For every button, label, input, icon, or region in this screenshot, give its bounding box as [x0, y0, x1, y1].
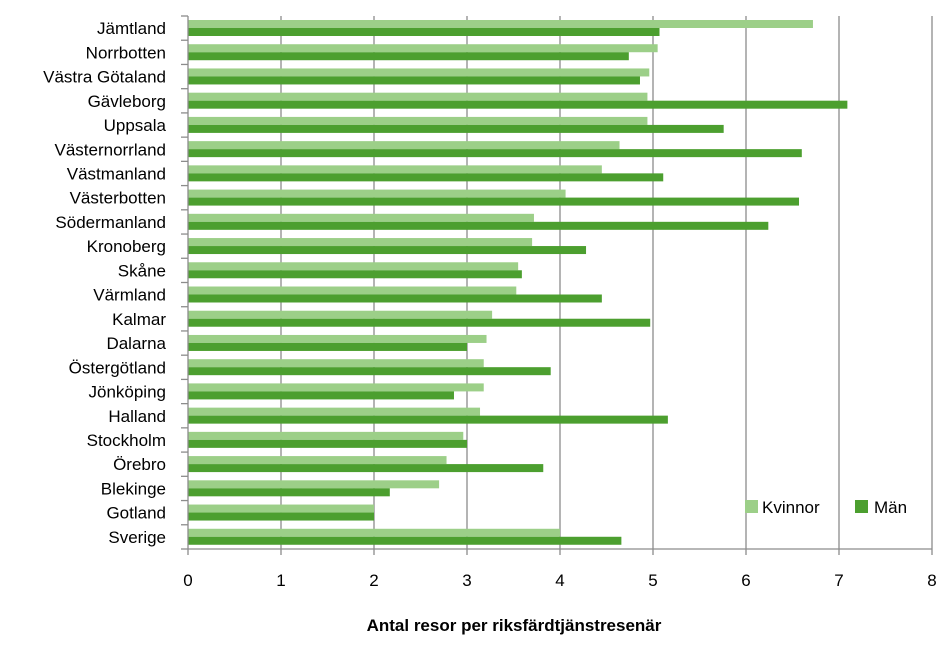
bar-man: [188, 52, 629, 61]
bar-man: [188, 415, 668, 424]
x-tick-label: 4: [555, 571, 564, 590]
x-axis-title: Antal resor per riksfärdtjänstresenär: [367, 616, 662, 635]
x-tick-labels: 0 1 2 3 4 5 6 7 8: [183, 571, 936, 590]
x-tick-label: 1: [276, 571, 285, 590]
x-tick-label: 7: [834, 571, 843, 590]
bar-kvinnor: [188, 141, 620, 150]
bar-kvinnor: [188, 431, 464, 440]
category-label: Kalmar: [112, 310, 166, 329]
bar-man: [188, 149, 802, 158]
category-label: Västmanland: [67, 164, 166, 183]
category-label: Stockholm: [87, 431, 166, 450]
bar-man: [188, 367, 551, 376]
bars: [188, 20, 848, 545]
bar-man: [188, 28, 660, 36]
legend-swatch-kvinnor: [745, 500, 758, 513]
bar-man: [188, 391, 454, 400]
x-tick-label: 3: [462, 571, 471, 590]
bar-kvinnor: [188, 68, 650, 77]
bar-man: [188, 512, 374, 521]
bar-man: [188, 124, 724, 133]
legend-label-kvinnor: Kvinnor: [762, 498, 820, 517]
x-tick-label: 2: [369, 571, 378, 590]
x-tick-label: 5: [648, 571, 657, 590]
legend-swatch-man: [855, 500, 868, 513]
bar-kvinnor: [188, 504, 374, 513]
bar-man: [188, 439, 467, 448]
bar-kvinnor: [188, 480, 440, 489]
bar-kvinnor: [188, 189, 566, 198]
bar-kvinnor: [188, 383, 484, 392]
category-label: Sverige: [108, 528, 166, 547]
bar-kvinnor: [188, 44, 658, 53]
x-tick-label: 6: [741, 571, 750, 590]
bar-kvinnor: [188, 165, 602, 174]
category-label: Kronoberg: [87, 237, 166, 256]
category-label: Jönköping: [88, 383, 166, 402]
bar-man: [188, 318, 651, 327]
bar-man: [188, 76, 640, 85]
bar-man: [188, 100, 848, 109]
bar-kvinnor: [188, 262, 519, 271]
bar-kvinnor: [188, 310, 493, 319]
bar-man: [188, 246, 587, 255]
category-label: Västerbotten: [70, 189, 166, 208]
bar-man: [188, 221, 769, 230]
bar-man: [188, 173, 664, 182]
bar-man: [188, 488, 390, 497]
category-label: Blekinge: [101, 479, 166, 498]
bar-kvinnor: [188, 528, 560, 537]
category-label: Gotland: [106, 504, 166, 523]
category-label: Västra Götaland: [43, 68, 166, 87]
category-label: Jämtland: [97, 19, 166, 38]
category-label: Dalarna: [106, 334, 166, 353]
bar-man: [188, 536, 622, 545]
bar-man: [188, 464, 544, 473]
bar-kvinnor: [188, 92, 648, 101]
category-label: Halland: [108, 407, 166, 426]
bar-kvinnor: [188, 334, 487, 343]
category-label: Värmland: [93, 286, 166, 305]
bar-kvinnor: [188, 116, 648, 125]
legend: Kvinnor Män: [745, 498, 907, 517]
category-label: Örebro: [113, 455, 166, 474]
bar-man: [188, 342, 467, 351]
legend-label-man: Män: [874, 498, 907, 517]
category-labels: Jämtland Norrbotten Västra Götaland Gävlebo…: [43, 19, 166, 547]
bar-kvinnor: [188, 20, 813, 28]
bar-kvinnor: [188, 286, 517, 295]
bar-kvinnor: [188, 238, 533, 247]
bar-man: [188, 270, 522, 279]
bar-kvinnor: [188, 359, 484, 368]
category-label: Södermanland: [55, 213, 166, 232]
bar-kvinnor: [188, 407, 481, 416]
category-label: Skåne: [118, 261, 166, 280]
x-tick-label: 8: [927, 571, 936, 590]
bar-man: [188, 197, 800, 206]
category-label: Gävleborg: [88, 92, 166, 111]
category-label: Norrbotten: [86, 43, 166, 62]
category-label: Uppsala: [104, 116, 167, 135]
bar-man: [188, 294, 602, 303]
category-label: Västernorrland: [54, 140, 166, 159]
bar-kvinnor: [188, 456, 447, 465]
x-tick-label: 0: [183, 571, 192, 590]
bar-kvinnor: [188, 213, 534, 222]
category-label: Östergötland: [69, 358, 166, 377]
axes: [181, 15, 933, 555]
